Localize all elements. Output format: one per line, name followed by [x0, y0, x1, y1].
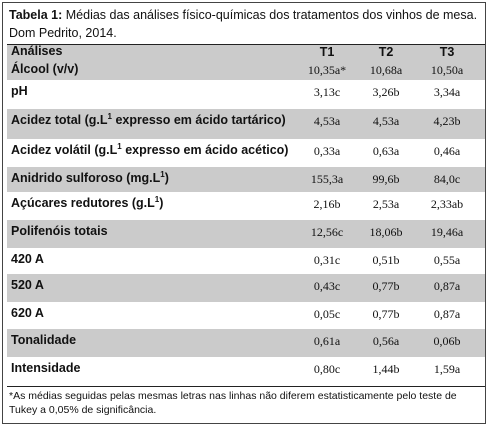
- cell: 0,80c: [313, 362, 341, 376]
- label-part: Açúcares redutores (g.L: [11, 196, 155, 210]
- superscript: 1: [160, 169, 165, 179]
- label-part: expresso em ácido tartárico): [111, 113, 286, 127]
- label-part: ): [164, 171, 169, 185]
- cell: 0,63a: [372, 144, 400, 158]
- cell: 18,06b: [369, 225, 403, 239]
- cell: 0,87a: [433, 279, 461, 293]
- label-part: expresso em ácido acético): [121, 143, 289, 157]
- table-row: 620 A 0,05c 0,77b 0,87a: [7, 302, 485, 329]
- table-row: Anidrido sulforoso (mg.L1) 155,3a 99,6b 84,…: [7, 167, 485, 192]
- cell: 0,61a: [313, 334, 341, 348]
- table-row: 420 A 0,31c 0,51b 0,55a: [7, 248, 485, 274]
- row-label: Polifenóis totais: [11, 224, 108, 238]
- cell: 2,16b: [313, 197, 341, 211]
- footnote: *As médias seguidas pelas mesmas letras …: [9, 390, 457, 416]
- cell: 3,26b: [372, 85, 400, 99]
- table-row: Acidez total (g.L1 expresso em ácido tar…: [7, 109, 485, 139]
- row-label: Álcool (v/v): [11, 62, 79, 76]
- caption-label: Tabela 1:: [9, 8, 63, 22]
- rule: [7, 386, 485, 387]
- cell: 1,44b: [372, 362, 400, 376]
- caption-text: Médias das análises físico-químicas dos …: [9, 8, 478, 40]
- cell: 0,46a: [433, 144, 461, 158]
- row-label: Anidrido sulforoso (mg.L1): [11, 169, 293, 185]
- cell: 10,50a: [430, 63, 464, 77]
- cell: 0,51b: [372, 253, 400, 267]
- label-part: Acidez volátil (g.L: [11, 143, 118, 157]
- cell: 2,33ab: [430, 197, 464, 211]
- table-row: Tonalidade 0,61a 0,56a 0,06b: [7, 329, 485, 357]
- cell: 4,53a: [372, 114, 400, 128]
- row-label: Acidez total (g.L1 expresso em ácido tar…: [11, 111, 293, 127]
- cell: 0,33a: [313, 144, 341, 158]
- cell: 0,05c: [313, 307, 341, 321]
- row-label: 520 A: [11, 278, 44, 292]
- cell: 0,55a: [433, 253, 461, 267]
- cell: 0,77b: [372, 279, 400, 293]
- cell: 2,53a: [372, 197, 400, 211]
- header-cell: T3: [439, 45, 455, 59]
- cell: 0,87a: [433, 307, 461, 321]
- cell: 0,77b: [372, 307, 400, 321]
- label-part: Acidez total (g.L: [11, 113, 108, 127]
- cell: 10,35a*: [307, 63, 347, 77]
- label-part: Anidrido sulforoso (mg.L: [11, 171, 161, 185]
- header-cell: T2: [378, 45, 394, 59]
- cell: 10,68a: [369, 63, 403, 77]
- cell: 19,46a: [430, 225, 464, 239]
- row-label: Tonalidade: [11, 333, 77, 347]
- cell: 4,53a: [313, 114, 341, 128]
- cell: 84,0c: [433, 172, 461, 186]
- superscript: 1: [117, 141, 122, 151]
- cell: 0,31c: [313, 253, 341, 267]
- cell: 0,06b: [433, 334, 461, 348]
- cell: 3,13c: [313, 85, 341, 99]
- label-part: ): [159, 196, 164, 210]
- row-label: Açúcares redutores (g.L1): [11, 194, 293, 210]
- header-label: Análises: [11, 44, 63, 58]
- row-label: 420 A: [11, 252, 44, 266]
- row-label: 620 A: [11, 306, 44, 320]
- cell: 1,59a: [433, 362, 461, 376]
- cell: 0,56a: [372, 334, 400, 348]
- superscript: 1: [107, 111, 112, 121]
- table-row: 520 A 0,43c 0,77b 0,87a: [7, 274, 485, 302]
- table-row: Açúcares redutores (g.L1) 2,16b 2,53a 2,33a…: [7, 192, 485, 220]
- table-row: Intensidade 0,80c 1,44b 1,59a: [7, 357, 485, 385]
- header-cell: T1: [319, 45, 335, 59]
- cell: 3,34a: [433, 85, 461, 99]
- cell: 0,43c: [313, 279, 341, 293]
- row-label: Acidez volátil (g.L1 expresso em ácido a…: [11, 141, 293, 157]
- table-row: pH 3,13c 3,26b 3,34a: [7, 80, 485, 109]
- cell: 99,6b: [372, 172, 400, 186]
- row-label: Intensidade: [11, 361, 81, 375]
- table-row: Álcool (v/v) 10,35a* 10,68a 10,50a: [7, 58, 485, 80]
- table-row: Acidez volátil (g.L1 expresso em ácido a…: [7, 139, 485, 167]
- caption: Tabela 1: Médias das análises físico-quí…: [9, 6, 483, 42]
- table-row: Polifenóis totais 12,56c 18,06b 19,46a: [7, 220, 485, 248]
- cell: 155,3a: [310, 172, 344, 186]
- superscript: 1: [154, 194, 160, 204]
- row-label: pH: [11, 84, 28, 98]
- table-frame: Tabela 1: Médias das análises físico-quí…: [2, 2, 486, 424]
- cell: 12,56c: [310, 225, 344, 239]
- cell: 4,23b: [433, 114, 461, 128]
